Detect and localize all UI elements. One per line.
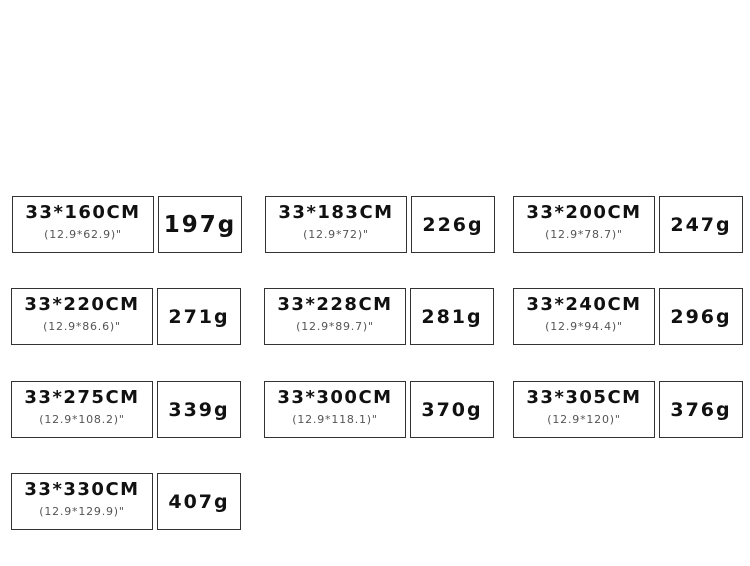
weight-box: 226g bbox=[411, 196, 495, 253]
weight-value: 271g bbox=[168, 305, 230, 328]
size-cm: 33*228CM bbox=[277, 294, 393, 315]
size-inches: (12.9*118.1)" bbox=[292, 413, 378, 426]
weight-value: 339g bbox=[168, 398, 230, 421]
size-box: 33*183CM (12.9*72)" bbox=[265, 196, 407, 253]
size-cm: 33*183CM bbox=[278, 202, 394, 223]
size-box: 33*305CM (12.9*120)" bbox=[513, 381, 655, 438]
size-cm: 33*240CM bbox=[526, 294, 642, 315]
weight-value: 376g bbox=[670, 398, 732, 421]
size-cm: 33*300CM bbox=[277, 387, 393, 408]
size-inches: (12.9*94.4)" bbox=[545, 320, 623, 333]
weight-value: 370g bbox=[421, 398, 483, 421]
size-box: 33*228CM (12.9*89.7)" bbox=[264, 288, 406, 345]
size-box: 33*160CM (12.9*62.9)" bbox=[12, 196, 154, 253]
weight-box: 296g bbox=[659, 288, 743, 345]
size-cm: 33*200CM bbox=[526, 202, 642, 223]
size-cm: 33*275CM bbox=[24, 387, 140, 408]
weight-value: 226g bbox=[422, 213, 484, 236]
size-box: 33*240CM (12.9*94.4)" bbox=[513, 288, 655, 345]
size-box: 33*200CM (12.9*78.7)" bbox=[513, 196, 655, 253]
size-inches: (12.9*120)" bbox=[547, 413, 621, 426]
size-inches: (12.9*108.2)" bbox=[39, 413, 125, 426]
size-cm: 33*220CM bbox=[24, 294, 140, 315]
weight-value: 296g bbox=[670, 305, 732, 328]
weight-value: 407g bbox=[168, 490, 230, 513]
size-inches: (12.9*72)" bbox=[303, 228, 369, 241]
size-cm: 33*160CM bbox=[25, 202, 141, 223]
size-inches: (12.9*129.9)" bbox=[39, 505, 125, 518]
size-cm: 33*305CM bbox=[526, 387, 642, 408]
size-inches: (12.9*89.7)" bbox=[296, 320, 374, 333]
weight-value: 281g bbox=[421, 305, 483, 328]
weight-box: 407g bbox=[157, 473, 241, 530]
weight-box: 247g bbox=[659, 196, 743, 253]
size-box: 33*300CM (12.9*118.1)" bbox=[264, 381, 406, 438]
size-box: 33*275CM (12.9*108.2)" bbox=[11, 381, 153, 438]
weight-box: 339g bbox=[157, 381, 241, 438]
size-box: 33*220CM (12.9*86.6)" bbox=[11, 288, 153, 345]
weight-box: 376g bbox=[659, 381, 743, 438]
size-inches: (12.9*86.6)" bbox=[43, 320, 121, 333]
size-inches: (12.9*62.9)" bbox=[44, 228, 122, 241]
weight-box: 197g bbox=[158, 196, 242, 253]
weight-box: 271g bbox=[157, 288, 241, 345]
weight-box: 370g bbox=[410, 381, 494, 438]
size-inches: (12.9*78.7)" bbox=[545, 228, 623, 241]
weight-value: 197g bbox=[163, 211, 237, 238]
size-cm: 33*330CM bbox=[24, 479, 140, 500]
weight-value: 247g bbox=[670, 213, 732, 236]
weight-box: 281g bbox=[410, 288, 494, 345]
size-box: 33*330CM (12.9*129.9)" bbox=[11, 473, 153, 530]
